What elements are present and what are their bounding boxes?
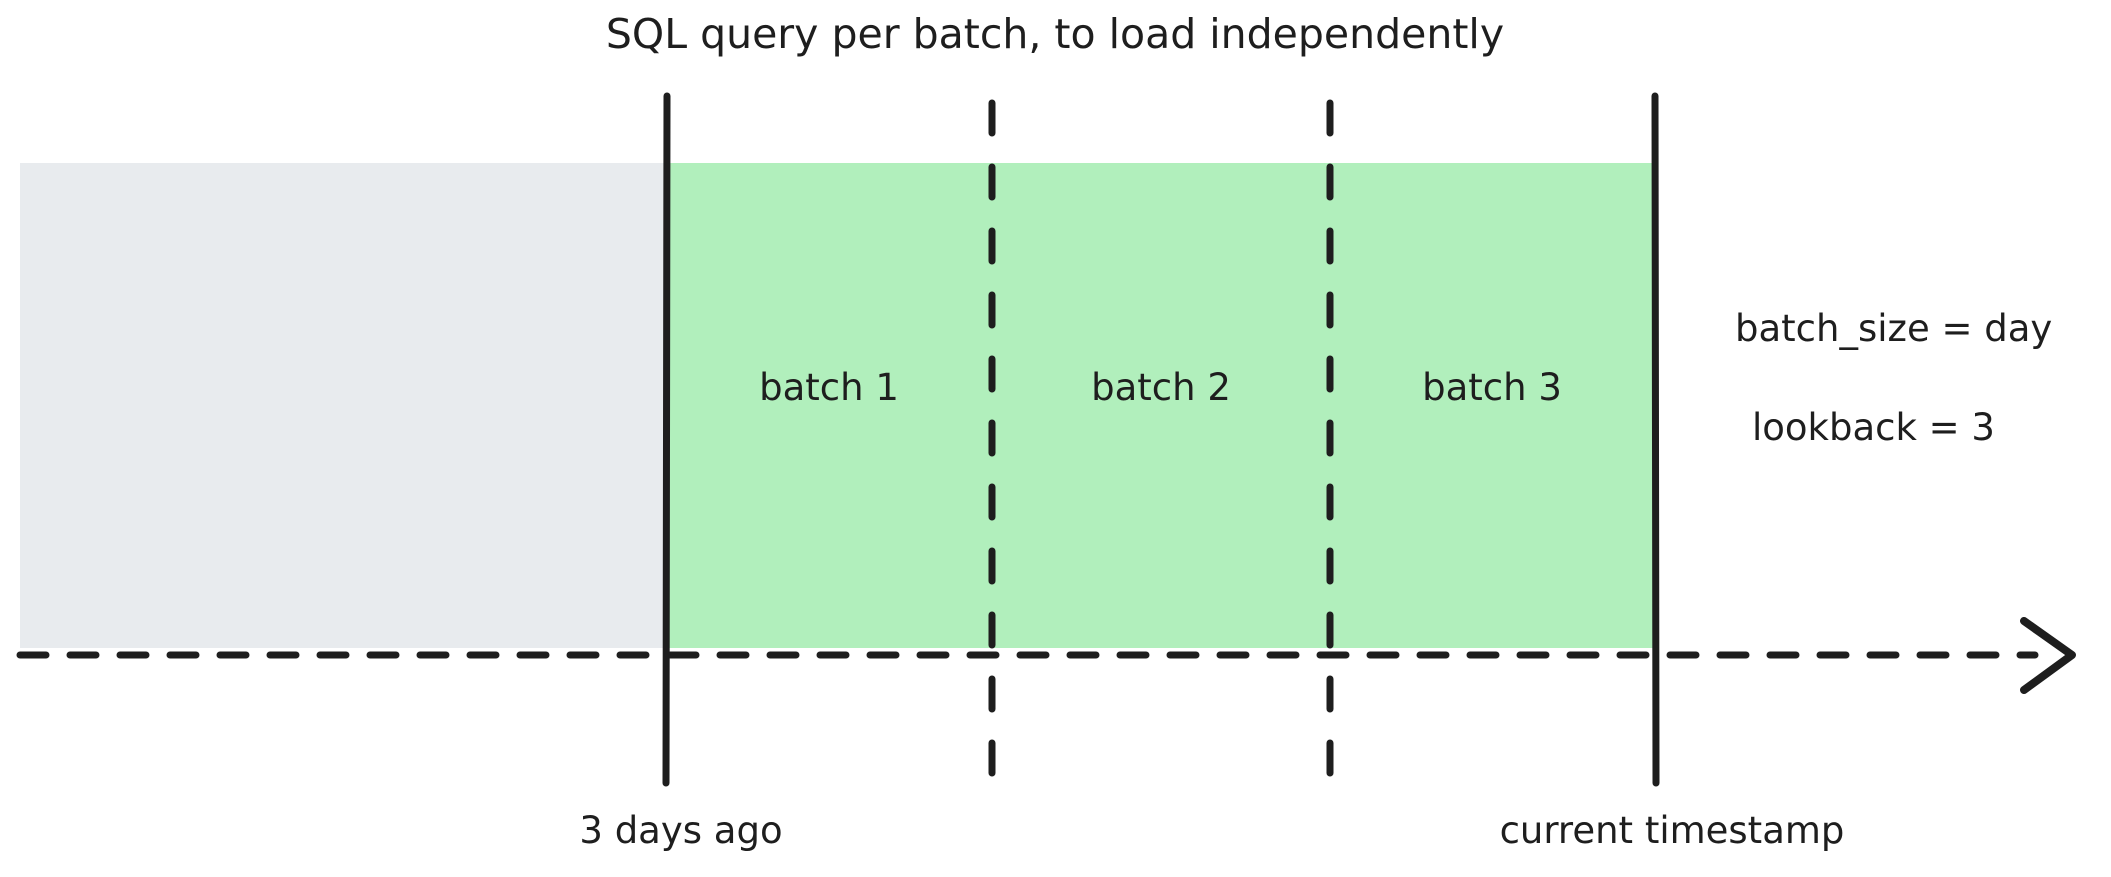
batch-label-1: batch 1 — [759, 366, 899, 409]
right-arrow-icon — [2020, 617, 2076, 694]
boundary-line-3-days-ago — [662, 92, 671, 787]
boundary-line-current-timestamp — [1651, 92, 1660, 787]
diagram-title: SQL query per batch, to load independent… — [606, 10, 1504, 58]
lookback-window-rect — [666, 163, 1655, 648]
param-lookback: lookback = 3 — [1752, 406, 1995, 449]
axis-label-3-days-ago: 3 days ago — [579, 809, 782, 852]
historical-region-rect — [20, 163, 666, 648]
param-batch-size: batch_size = day — [1735, 307, 2052, 350]
axis-label-current-timestamp: current timestamp — [1500, 809, 1845, 852]
batch-label-3: batch 3 — [1422, 366, 1562, 409]
batch-label-2: batch 2 — [1091, 366, 1231, 409]
